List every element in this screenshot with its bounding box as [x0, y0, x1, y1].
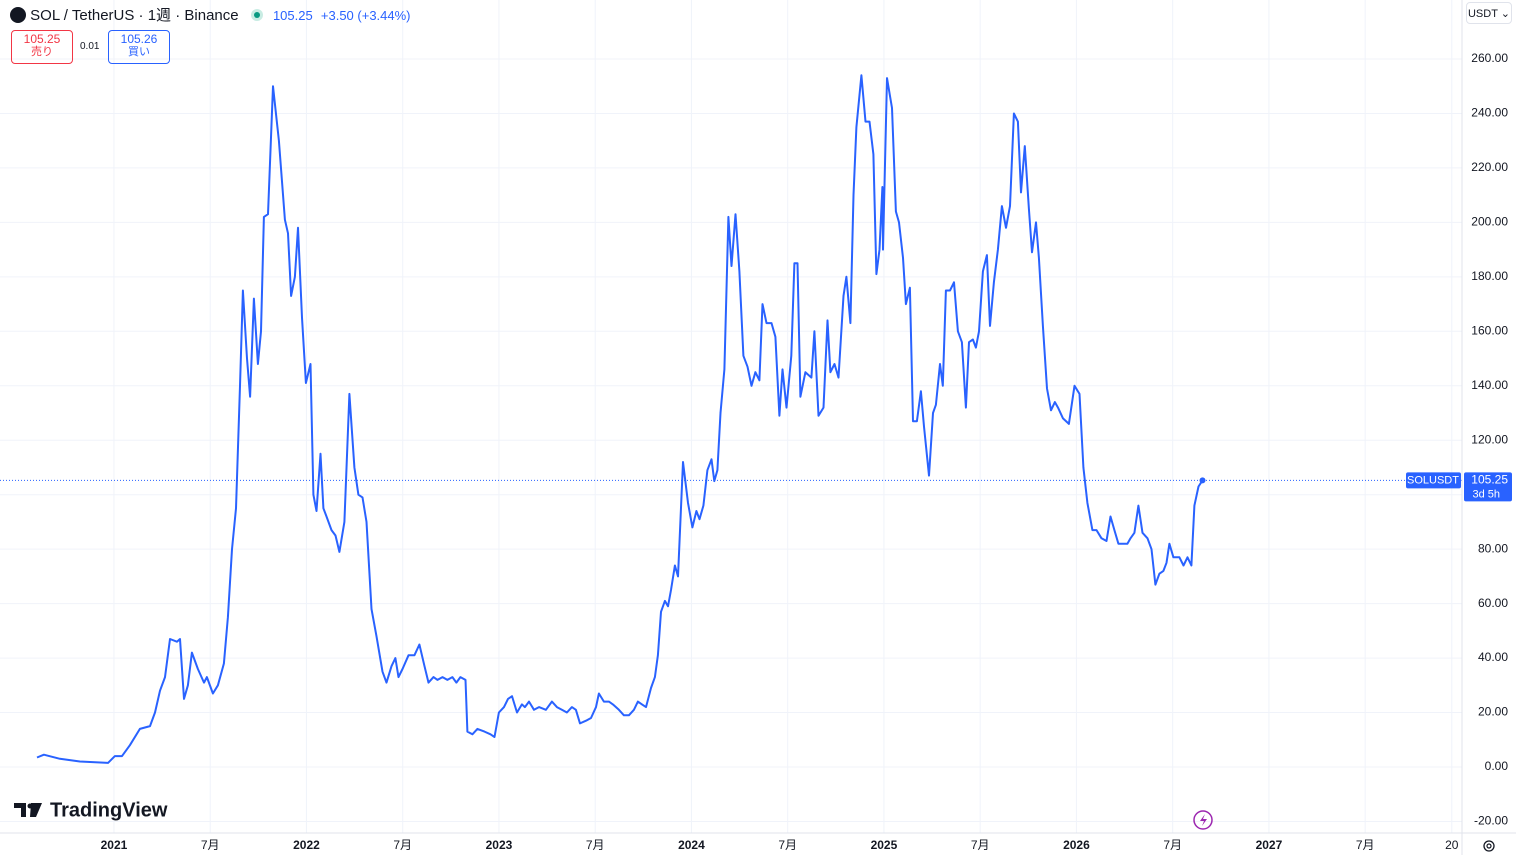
header: SOL / TetherUS · 1週 · Binance 105.25 +3.…	[10, 4, 411, 25]
x-tick-label: 7月	[201, 838, 220, 852]
buy-button[interactable]: 105.26 買い	[108, 30, 170, 64]
y-tick-label: 180.00	[1471, 269, 1508, 283]
buy-label: 買い	[128, 46, 150, 58]
y-tick-label: 140.00	[1471, 378, 1508, 392]
axis-labels: -20.000.0020.0040.0060.0080.00100.00120.…	[101, 51, 1512, 852]
y-tick-label: 260.00	[1471, 51, 1508, 65]
symbol: SOL / TetherUS · 1週 · Binance	[30, 7, 239, 24]
y-tick-label: 20.00	[1478, 705, 1508, 719]
x-tick-label: 2023	[486, 838, 513, 852]
symbol-icon	[10, 7, 26, 23]
plot	[0, 0, 1462, 833]
price-line	[36, 74, 1204, 764]
y-tick-label: 0.00	[1485, 759, 1509, 773]
countdown: 3d 5h	[1472, 488, 1500, 500]
y-tick-label: 240.00	[1471, 106, 1508, 120]
price-tag-value: 105.25	[1471, 473, 1508, 487]
x-tick-label: 2026	[1063, 838, 1090, 852]
settings-icon[interactable]	[1483, 840, 1495, 852]
y-tick-label: 160.00	[1471, 323, 1508, 337]
price: 105.25	[272, 8, 313, 23]
x-tick-label: 7月	[1163, 838, 1182, 852]
sell-price: 105.25	[23, 32, 61, 46]
x-tick-label: 7月	[1356, 838, 1375, 852]
buy-price: 105.26	[120, 32, 158, 46]
y-tick-label: 60.00	[1478, 596, 1508, 610]
spread: 0.01	[80, 41, 100, 52]
sell-button[interactable]: 105.25 売り	[11, 30, 73, 64]
last-point	[1199, 477, 1206, 484]
x-tick-label: 7月	[586, 838, 605, 852]
x-tick-label: 2025	[871, 838, 898, 852]
x-tick-label: 7月	[778, 838, 797, 852]
tradingview-logo: TradingView	[14, 799, 168, 821]
price-tag	[1464, 472, 1512, 502]
y-tick-label: 220.00	[1471, 160, 1508, 174]
y-tick-label: 120.00	[1471, 432, 1508, 446]
x-tick-label: 2022	[293, 838, 320, 852]
x-tick-label: 7月	[393, 838, 412, 852]
currency: USDT	[1467, 8, 1498, 20]
x-tick-label: 2024	[678, 838, 705, 852]
currency-select[interactable]: USDT ⌄	[1466, 2, 1512, 24]
symbol-tag-text: SOLUSDT	[1407, 474, 1459, 486]
status-dot	[250, 9, 263, 21]
x-tick-label: 20	[1445, 838, 1459, 852]
change: +3.50 (+3.44%)	[320, 8, 411, 23]
y-tick-label: 200.00	[1471, 215, 1508, 229]
lightning-icon	[1193, 810, 1213, 830]
y-tick-label: -20.00	[1474, 814, 1508, 828]
y-tick-label: 80.00	[1478, 541, 1508, 555]
x-tick-label: 2027	[1256, 838, 1283, 852]
x-tick-label: 2021	[101, 838, 128, 852]
x-tick-label: 7月	[971, 838, 990, 852]
y-tick-label: 40.00	[1478, 650, 1508, 664]
brand: TradingView	[50, 799, 168, 821]
sell-label: 売り	[31, 46, 53, 58]
symbol-tag	[1406, 472, 1461, 489]
